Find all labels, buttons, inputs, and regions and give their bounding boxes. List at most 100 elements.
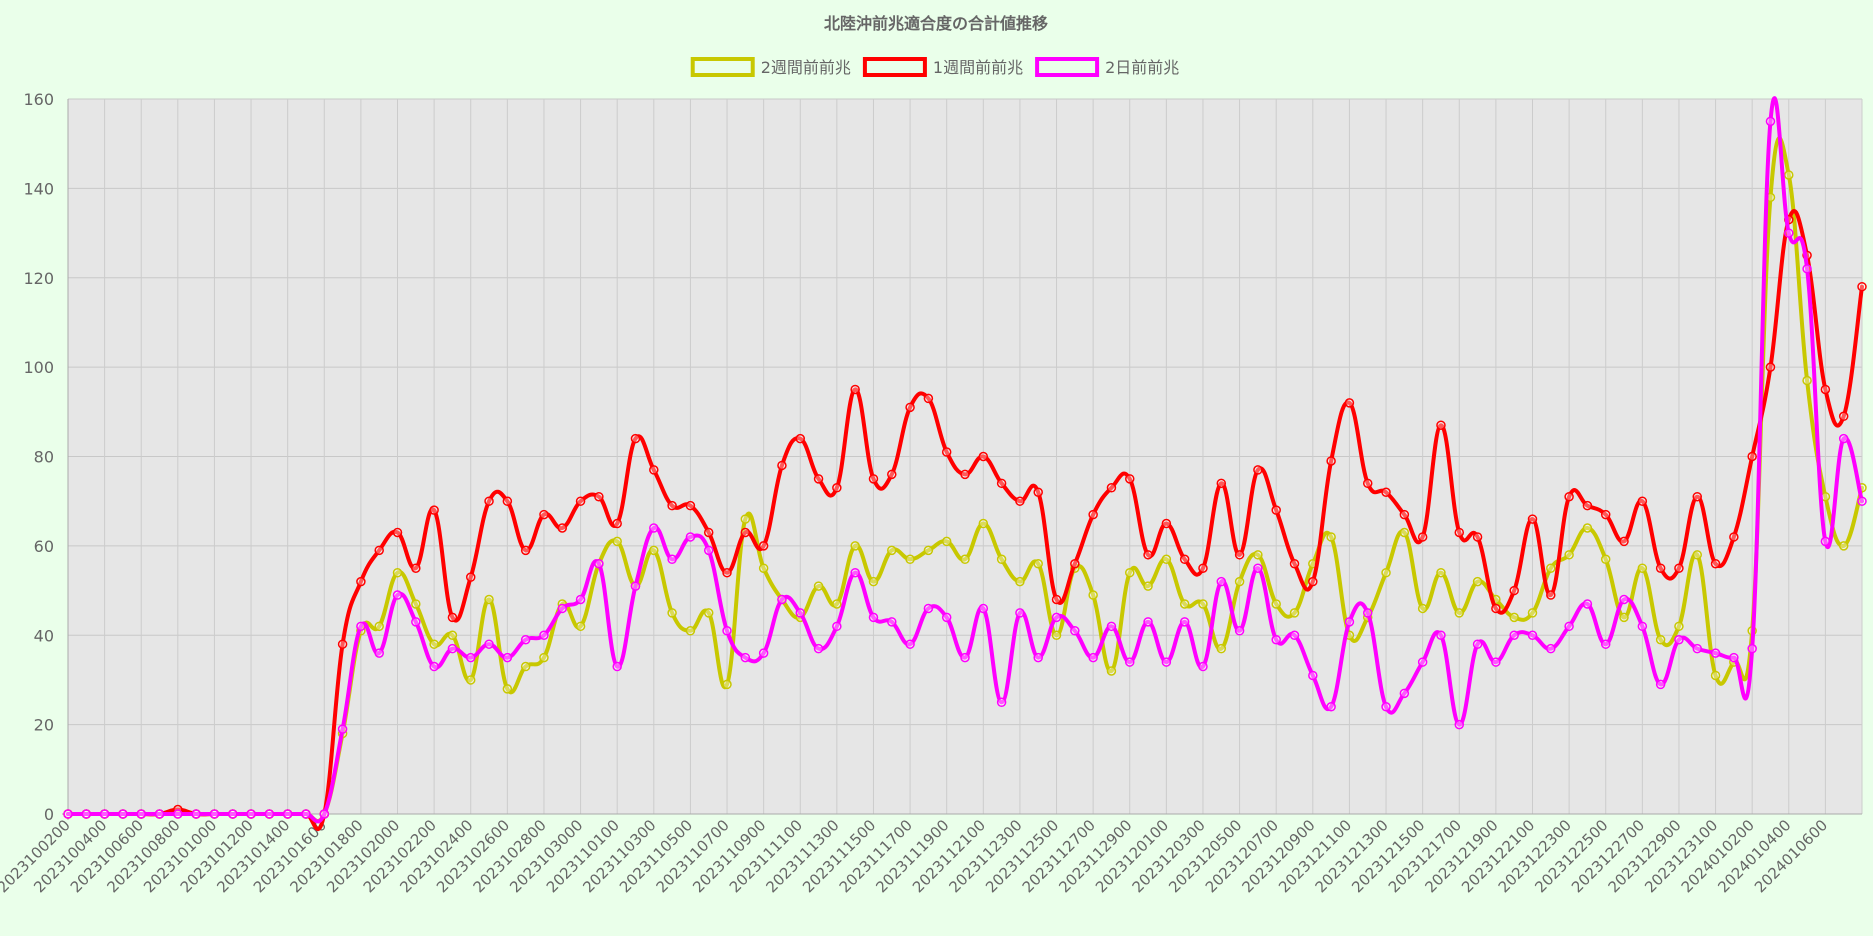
data-point[interactable] <box>1125 474 1135 484</box>
data-point[interactable] <box>557 603 568 614</box>
data-point[interactable] <box>1344 398 1355 408</box>
data-point[interactable] <box>703 545 714 556</box>
data-point[interactable] <box>246 809 256 819</box>
data-point[interactable] <box>685 626 696 636</box>
data-point[interactable] <box>429 661 439 672</box>
data-point[interactable] <box>1564 621 1574 632</box>
data-point[interactable] <box>1820 536 1831 547</box>
data-point[interactable] <box>1033 559 1043 569</box>
data-point[interactable] <box>868 576 879 587</box>
data-point[interactable] <box>1198 661 1208 672</box>
data-point[interactable] <box>520 545 531 556</box>
data-point[interactable] <box>1527 514 1538 524</box>
data-point[interactable] <box>1710 648 1721 658</box>
data-point[interactable] <box>1106 666 1117 676</box>
data-point[interactable] <box>1399 688 1410 699</box>
data-point[interactable] <box>319 809 330 819</box>
data-point[interactable] <box>1582 599 1593 609</box>
legend-item[interactable]: 2日前前兆 <box>1035 57 1179 77</box>
data-point[interactable] <box>575 496 586 506</box>
data-point[interactable] <box>1198 599 1208 609</box>
data-point[interactable] <box>539 652 549 663</box>
data-point[interactable] <box>1381 702 1391 712</box>
data-point[interactable] <box>136 809 146 819</box>
data-point[interactable] <box>1491 657 1501 667</box>
data-point[interactable] <box>612 536 622 547</box>
data-point[interactable] <box>1527 608 1538 618</box>
data-point[interactable] <box>685 500 696 511</box>
data-point[interactable] <box>1015 576 1025 587</box>
data-point[interactable] <box>1051 594 1062 605</box>
data-point[interactable] <box>154 809 165 819</box>
data-point[interactable] <box>63 809 73 819</box>
data-point[interactable] <box>575 621 586 632</box>
data-point[interactable] <box>905 639 915 649</box>
data-point[interactable] <box>264 809 275 819</box>
data-point[interactable] <box>301 809 311 819</box>
data-point[interactable] <box>1143 581 1153 591</box>
data-point[interactable] <box>1362 608 1373 618</box>
data-point[interactable] <box>703 527 714 538</box>
data-point[interactable] <box>1582 500 1593 511</box>
data-point[interactable] <box>1271 634 1281 645</box>
data-point[interactable] <box>1838 433 1849 444</box>
data-point[interactable] <box>1546 590 1556 600</box>
data-point[interactable] <box>447 630 458 640</box>
data-point[interactable] <box>1179 599 1190 609</box>
data-point[interactable] <box>1051 630 1062 640</box>
data-point[interactable] <box>1344 617 1355 627</box>
data-point[interactable] <box>960 554 970 565</box>
data-point[interactable] <box>1710 670 1721 681</box>
data-point[interactable] <box>1747 643 1757 654</box>
data-point[interactable] <box>1765 362 1776 372</box>
data-point[interactable] <box>1729 652 1739 663</box>
data-point[interactable] <box>1454 719 1465 730</box>
data-point[interactable] <box>1253 550 1263 560</box>
data-point[interactable] <box>1088 590 1098 600</box>
data-point[interactable] <box>99 809 110 819</box>
data-point[interactable] <box>941 536 952 547</box>
data-point[interactable] <box>813 643 824 654</box>
data-point[interactable] <box>1362 478 1373 489</box>
data-point[interactable] <box>1655 679 1666 690</box>
data-point[interactable] <box>1674 621 1684 632</box>
data-point[interactable] <box>1546 563 1556 573</box>
data-point[interactable] <box>1125 567 1135 578</box>
data-point[interactable] <box>1527 630 1538 640</box>
data-point[interactable] <box>1234 576 1245 587</box>
data-point[interactable] <box>978 603 989 614</box>
data-point[interactable] <box>1417 532 1428 542</box>
data-point[interactable] <box>484 496 494 506</box>
data-point[interactable] <box>1436 420 1446 430</box>
data-point[interactable] <box>282 809 293 819</box>
data-point[interactable] <box>1637 621 1648 632</box>
data-point[interactable] <box>1838 541 1849 551</box>
data-point[interactable] <box>1509 585 1519 596</box>
data-point[interactable] <box>1619 612 1629 623</box>
data-point[interactable] <box>795 433 805 444</box>
legend[interactable]: 2週間前前兆 1週間前前兆 2日前前兆 <box>690 57 1180 77</box>
data-point[interactable] <box>374 545 384 556</box>
data-point[interactable] <box>758 563 769 573</box>
data-point[interactable] <box>1710 559 1721 569</box>
data-point[interactable] <box>118 809 128 819</box>
data-point[interactable] <box>1417 657 1428 667</box>
data-point[interactable] <box>465 572 476 582</box>
data-point[interactable] <box>996 478 1007 489</box>
data-point[interactable] <box>1143 617 1153 627</box>
data-point[interactable] <box>1838 411 1849 422</box>
data-point[interactable] <box>209 809 220 819</box>
data-point[interactable] <box>484 639 494 649</box>
data-point[interactable] <box>722 626 732 636</box>
data-point[interactable] <box>1289 630 1300 640</box>
data-point[interactable] <box>1491 603 1501 614</box>
data-point[interactable] <box>868 612 879 623</box>
data-point[interactable] <box>411 617 421 627</box>
data-point[interactable] <box>1308 670 1318 681</box>
data-point[interactable] <box>1784 170 1794 180</box>
data-point[interactable] <box>1582 523 1593 533</box>
data-point[interactable] <box>1070 626 1080 636</box>
data-point[interactable] <box>374 648 384 658</box>
data-point[interactable] <box>411 563 421 573</box>
data-point[interactable] <box>557 523 568 533</box>
